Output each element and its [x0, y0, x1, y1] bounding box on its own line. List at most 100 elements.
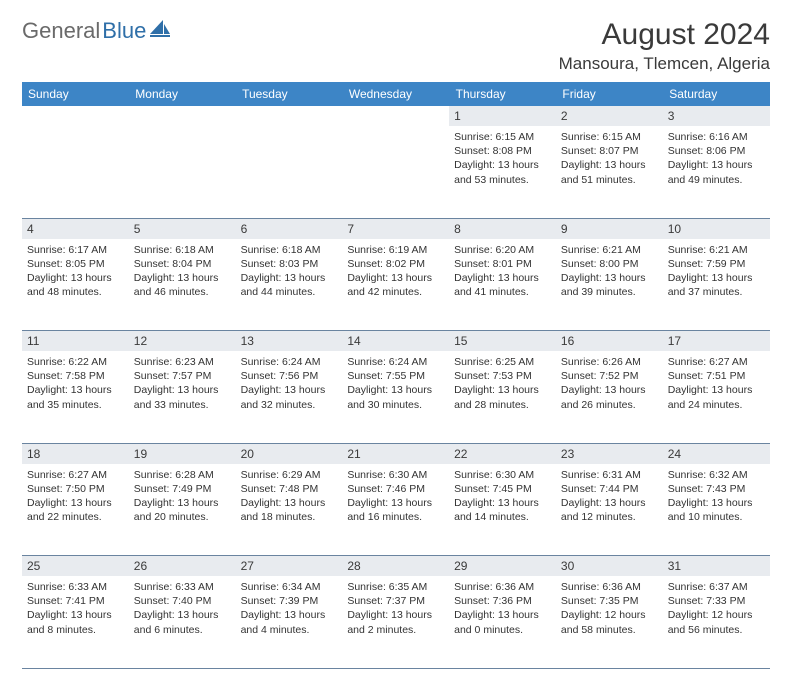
- calendar-body: 123 Sunrise: 6:15 AMSunset: 8:08 PMDaylig…: [22, 106, 770, 668]
- day-number-cell: 14: [342, 331, 449, 352]
- day-number-cell: 13: [236, 331, 343, 352]
- day-cell: Sunrise: 6:27 AMSunset: 7:51 PMDaylight:…: [663, 351, 770, 443]
- day-cell: Sunrise: 6:24 AMSunset: 7:56 PMDaylight:…: [236, 351, 343, 443]
- day-cell: Sunrise: 6:28 AMSunset: 7:49 PMDaylight:…: [129, 464, 236, 556]
- day-cell: [22, 126, 129, 218]
- day-info: Sunrise: 6:18 AMSunset: 8:04 PMDaylight:…: [134, 243, 231, 300]
- day-cell: Sunrise: 6:22 AMSunset: 7:58 PMDaylight:…: [22, 351, 129, 443]
- day-cell: Sunrise: 6:30 AMSunset: 7:45 PMDaylight:…: [449, 464, 556, 556]
- day-info: Sunrise: 6:15 AMSunset: 8:07 PMDaylight:…: [561, 130, 658, 187]
- day-info: Sunrise: 6:22 AMSunset: 7:58 PMDaylight:…: [27, 355, 124, 412]
- day-info-row: Sunrise: 6:15 AMSunset: 8:08 PMDaylight:…: [22, 126, 770, 218]
- calendar-page: GeneralBlue August 2024 Mansoura, Tlemce…: [0, 0, 792, 687]
- day-info: Sunrise: 6:17 AMSunset: 8:05 PMDaylight:…: [27, 243, 124, 300]
- day-info: Sunrise: 6:23 AMSunset: 7:57 PMDaylight:…: [134, 355, 231, 412]
- day-info: Sunrise: 6:30 AMSunset: 7:46 PMDaylight:…: [347, 468, 444, 525]
- day-number-cell: 31: [663, 556, 770, 577]
- day-info: Sunrise: 6:27 AMSunset: 7:51 PMDaylight:…: [668, 355, 765, 412]
- day-cell: Sunrise: 6:21 AMSunset: 8:00 PMDaylight:…: [556, 239, 663, 331]
- header-saturday: Saturday: [663, 82, 770, 106]
- day-info: Sunrise: 6:21 AMSunset: 7:59 PMDaylight:…: [668, 243, 765, 300]
- day-number-cell: 24: [663, 443, 770, 464]
- day-cell: Sunrise: 6:30 AMSunset: 7:46 PMDaylight:…: [342, 464, 449, 556]
- day-cell: Sunrise: 6:20 AMSunset: 8:01 PMDaylight:…: [449, 239, 556, 331]
- day-info: Sunrise: 6:24 AMSunset: 7:55 PMDaylight:…: [347, 355, 444, 412]
- day-number-cell: 4: [22, 218, 129, 239]
- location-text: Mansoura, Tlemcen, Algeria: [559, 54, 770, 74]
- day-cell: Sunrise: 6:25 AMSunset: 7:53 PMDaylight:…: [449, 351, 556, 443]
- day-number-cell: 25: [22, 556, 129, 577]
- day-number-cell: 20: [236, 443, 343, 464]
- day-cell: Sunrise: 6:17 AMSunset: 8:05 PMDaylight:…: [22, 239, 129, 331]
- header-thursday: Thursday: [449, 82, 556, 106]
- day-number-cell: 18: [22, 443, 129, 464]
- day-cell: Sunrise: 6:26 AMSunset: 7:52 PMDaylight:…: [556, 351, 663, 443]
- day-info: Sunrise: 6:27 AMSunset: 7:50 PMDaylight:…: [27, 468, 124, 525]
- day-number-cell: [22, 106, 129, 126]
- day-number-cell: [342, 106, 449, 126]
- day-cell: Sunrise: 6:23 AMSunset: 7:57 PMDaylight:…: [129, 351, 236, 443]
- day-cell: Sunrise: 6:35 AMSunset: 7:37 PMDaylight:…: [342, 576, 449, 668]
- day-info: Sunrise: 6:15 AMSunset: 8:08 PMDaylight:…: [454, 130, 551, 187]
- day-number-cell: [236, 106, 343, 126]
- day-info: Sunrise: 6:37 AMSunset: 7:33 PMDaylight:…: [668, 580, 765, 637]
- day-number-cell: 16: [556, 331, 663, 352]
- day-number-cell: 8: [449, 218, 556, 239]
- day-info: Sunrise: 6:28 AMSunset: 7:49 PMDaylight:…: [134, 468, 231, 525]
- day-info-row: Sunrise: 6:22 AMSunset: 7:58 PMDaylight:…: [22, 351, 770, 443]
- day-number-cell: 21: [342, 443, 449, 464]
- header-sunday: Sunday: [22, 82, 129, 106]
- day-cell: Sunrise: 6:18 AMSunset: 8:04 PMDaylight:…: [129, 239, 236, 331]
- day-info: Sunrise: 6:29 AMSunset: 7:48 PMDaylight:…: [241, 468, 338, 525]
- day-info-row: Sunrise: 6:27 AMSunset: 7:50 PMDaylight:…: [22, 464, 770, 556]
- day-info: Sunrise: 6:16 AMSunset: 8:06 PMDaylight:…: [668, 130, 765, 187]
- day-number-cell: 26: [129, 556, 236, 577]
- day-info: Sunrise: 6:36 AMSunset: 7:35 PMDaylight:…: [561, 580, 658, 637]
- header-wednesday: Wednesday: [342, 82, 449, 106]
- logo: GeneralBlue: [22, 18, 172, 44]
- day-cell: Sunrise: 6:33 AMSunset: 7:41 PMDaylight:…: [22, 576, 129, 668]
- day-cell: Sunrise: 6:18 AMSunset: 8:03 PMDaylight:…: [236, 239, 343, 331]
- day-info: Sunrise: 6:33 AMSunset: 7:41 PMDaylight:…: [27, 580, 124, 637]
- day-cell: [342, 126, 449, 218]
- day-number-row: 25262728293031: [22, 556, 770, 577]
- header-monday: Monday: [129, 82, 236, 106]
- day-number-cell: 2: [556, 106, 663, 126]
- calendar-table: Sunday Monday Tuesday Wednesday Thursday…: [22, 82, 770, 669]
- day-number-cell: 27: [236, 556, 343, 577]
- day-cell: Sunrise: 6:37 AMSunset: 7:33 PMDaylight:…: [663, 576, 770, 668]
- day-number-row: 11121314151617: [22, 331, 770, 352]
- day-info: Sunrise: 6:32 AMSunset: 7:43 PMDaylight:…: [668, 468, 765, 525]
- day-cell: [236, 126, 343, 218]
- day-info-row: Sunrise: 6:33 AMSunset: 7:41 PMDaylight:…: [22, 576, 770, 668]
- day-number-row: 18192021222324: [22, 443, 770, 464]
- header-tuesday: Tuesday: [236, 82, 343, 106]
- day-cell: Sunrise: 6:21 AMSunset: 7:59 PMDaylight:…: [663, 239, 770, 331]
- day-cell: Sunrise: 6:36 AMSunset: 7:36 PMDaylight:…: [449, 576, 556, 668]
- day-info: Sunrise: 6:20 AMSunset: 8:01 PMDaylight:…: [454, 243, 551, 300]
- day-cell: Sunrise: 6:29 AMSunset: 7:48 PMDaylight:…: [236, 464, 343, 556]
- day-info: Sunrise: 6:36 AMSunset: 7:36 PMDaylight:…: [454, 580, 551, 637]
- month-title: August 2024: [559, 18, 770, 52]
- day-cell: Sunrise: 6:19 AMSunset: 8:02 PMDaylight:…: [342, 239, 449, 331]
- day-cell: Sunrise: 6:16 AMSunset: 8:06 PMDaylight:…: [663, 126, 770, 218]
- day-number-cell: 15: [449, 331, 556, 352]
- day-info: Sunrise: 6:18 AMSunset: 8:03 PMDaylight:…: [241, 243, 338, 300]
- day-info: Sunrise: 6:24 AMSunset: 7:56 PMDaylight:…: [241, 355, 338, 412]
- day-info: Sunrise: 6:31 AMSunset: 7:44 PMDaylight:…: [561, 468, 658, 525]
- day-cell: Sunrise: 6:24 AMSunset: 7:55 PMDaylight:…: [342, 351, 449, 443]
- day-info-row: Sunrise: 6:17 AMSunset: 8:05 PMDaylight:…: [22, 239, 770, 331]
- day-number-row: 123: [22, 106, 770, 126]
- day-number-cell: 10: [663, 218, 770, 239]
- day-info: Sunrise: 6:19 AMSunset: 8:02 PMDaylight:…: [347, 243, 444, 300]
- day-cell: [129, 126, 236, 218]
- day-info: Sunrise: 6:34 AMSunset: 7:39 PMDaylight:…: [241, 580, 338, 637]
- day-number-cell: 9: [556, 218, 663, 239]
- logo-text-general: General: [22, 18, 100, 44]
- day-number-cell: 28: [342, 556, 449, 577]
- day-number-cell: 5: [129, 218, 236, 239]
- day-info: Sunrise: 6:25 AMSunset: 7:53 PMDaylight:…: [454, 355, 551, 412]
- logo-text-blue: Blue: [102, 18, 146, 44]
- day-number-cell: 17: [663, 331, 770, 352]
- day-number-cell: 6: [236, 218, 343, 239]
